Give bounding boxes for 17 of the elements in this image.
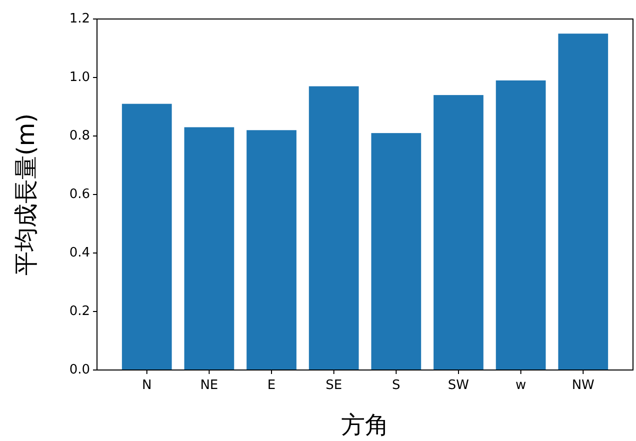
x-tick-label: w (515, 378, 526, 393)
y-tick-label: 0.2 (69, 304, 90, 319)
x-tick-label: SW (448, 378, 470, 393)
y-tick-label: 1.0 (69, 70, 90, 85)
x-tick-label: NE (200, 378, 218, 393)
x-tick-label: S (392, 378, 400, 393)
x-axis-title: 方角 (341, 411, 389, 439)
y-tick-label: 0.8 (69, 128, 90, 144)
y-tick-label: 0.0 (69, 362, 90, 378)
y-tick-label: 0.6 (69, 187, 90, 202)
y-tick-label: 1.2 (69, 12, 90, 26)
x-tick-label: NW (572, 378, 595, 393)
y-tick-label: 0.4 (69, 246, 90, 260)
y-axis-title: 平均成長量(m) (12, 113, 40, 276)
x-tick-label: N (142, 378, 152, 393)
x-tick-label: E (267, 378, 276, 393)
x-tick-label: SE (326, 378, 342, 393)
